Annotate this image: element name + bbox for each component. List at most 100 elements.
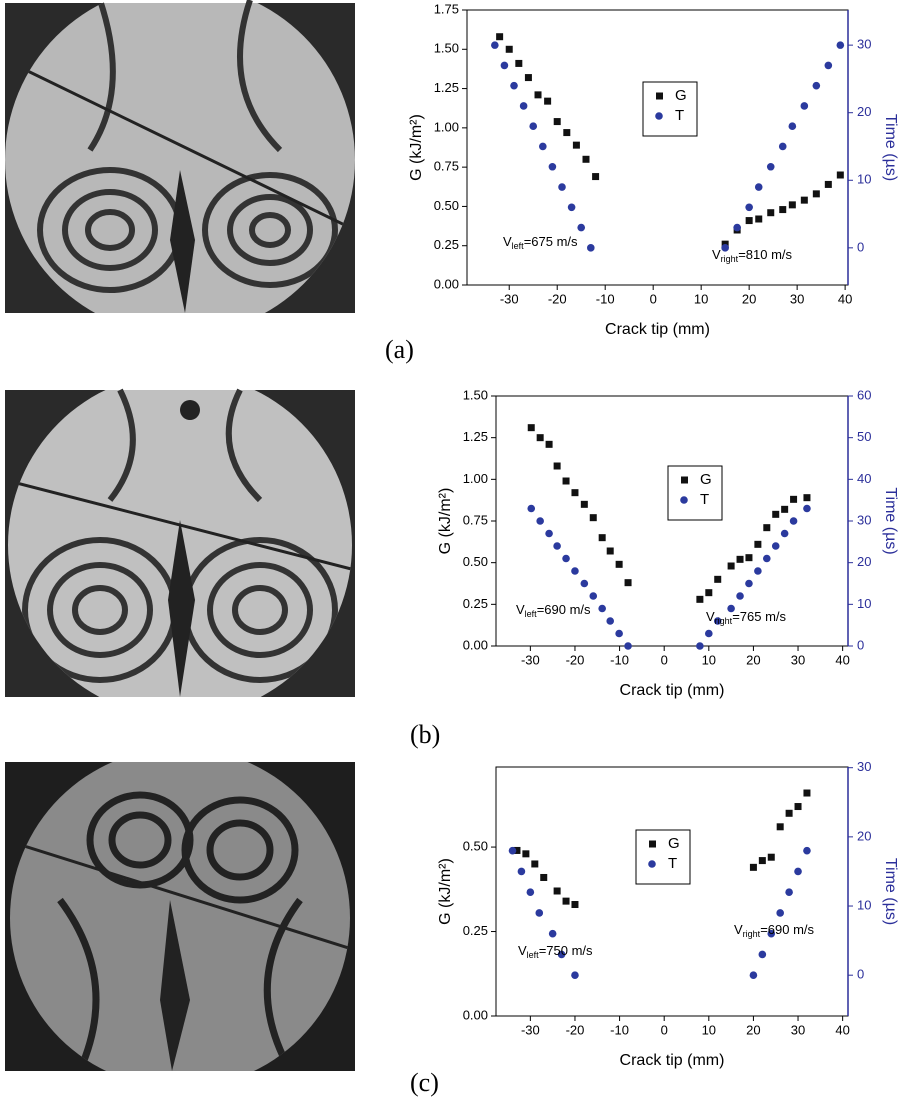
point xyxy=(544,97,552,105)
annotation-rest: =810 m/s xyxy=(738,247,792,262)
point xyxy=(721,244,729,252)
point xyxy=(745,554,753,562)
photo-b xyxy=(5,388,355,697)
point xyxy=(500,61,509,70)
point xyxy=(519,102,528,110)
y2-tick-label: 10 xyxy=(857,596,871,611)
point xyxy=(545,440,553,448)
point xyxy=(553,887,561,895)
point xyxy=(767,209,775,217)
panel-label: (a) xyxy=(385,335,414,364)
x-tick-label: -10 xyxy=(610,1022,629,1037)
x-tick-label: 30 xyxy=(790,291,804,306)
point xyxy=(577,223,586,232)
y-tick-label: 0.75 xyxy=(434,159,459,174)
y-tick-label: 0.50 xyxy=(463,554,488,569)
y-tick-label: 0.25 xyxy=(463,596,488,611)
point xyxy=(696,642,704,650)
point xyxy=(491,41,499,49)
y-axis-label: G (kJ/m²) xyxy=(408,114,425,181)
point xyxy=(526,888,535,896)
point xyxy=(572,141,580,149)
x-axis-label: Crack tip (mm) xyxy=(605,321,710,338)
x-tick-label: 0 xyxy=(661,652,668,667)
point xyxy=(615,629,623,638)
point xyxy=(836,171,844,179)
annotation: Vright=690 m/s xyxy=(734,922,815,939)
point xyxy=(548,929,557,938)
point xyxy=(524,74,532,82)
annotation-sub: right xyxy=(721,254,739,264)
annotation-v: V xyxy=(518,943,527,958)
legend-marker xyxy=(655,112,663,120)
annotation-rest: =765 m/s xyxy=(732,609,786,624)
x-tick-label: -20 xyxy=(548,291,567,306)
point xyxy=(824,180,832,188)
point xyxy=(624,642,632,650)
point xyxy=(745,217,753,225)
point xyxy=(736,592,744,600)
point xyxy=(563,129,571,137)
point xyxy=(606,547,614,555)
point xyxy=(580,500,588,508)
point xyxy=(589,514,597,522)
point xyxy=(562,897,570,905)
annotation-sub: left xyxy=(512,241,525,251)
point xyxy=(713,617,722,625)
point xyxy=(624,579,632,587)
y-tick-label: 1.00 xyxy=(463,471,488,486)
y2-tick-label: 20 xyxy=(857,104,871,119)
point xyxy=(536,517,544,525)
point xyxy=(790,495,798,503)
point xyxy=(767,853,775,861)
point xyxy=(803,789,811,797)
point xyxy=(763,524,771,532)
point xyxy=(803,504,811,513)
point xyxy=(780,529,789,538)
y2-tick-label: 30 xyxy=(857,759,871,774)
annotation-v: V xyxy=(516,602,525,617)
point xyxy=(767,929,776,938)
point xyxy=(788,122,797,131)
point xyxy=(558,183,566,191)
point xyxy=(788,201,796,209)
point xyxy=(758,857,766,865)
x-tick-label: 40 xyxy=(835,1022,849,1037)
point xyxy=(553,542,561,550)
y2-tick-label: 50 xyxy=(857,429,871,444)
point xyxy=(515,59,523,67)
point xyxy=(824,61,833,70)
panel-label: (b) xyxy=(410,720,440,749)
x-tick-label: 30 xyxy=(791,1022,805,1037)
y-tick-label: 1.25 xyxy=(434,80,459,95)
point xyxy=(785,809,793,817)
annotation-sub: left xyxy=(527,950,540,960)
point xyxy=(733,223,741,232)
point xyxy=(535,909,544,917)
legend-label: G xyxy=(668,835,680,852)
point xyxy=(589,592,598,600)
annotation-sub: right xyxy=(743,929,761,939)
point xyxy=(598,534,606,542)
point xyxy=(571,489,579,497)
point xyxy=(778,142,787,151)
y-tick-label: 1.00 xyxy=(434,119,459,134)
point xyxy=(615,560,623,568)
annotation-sub: right xyxy=(715,616,733,626)
y-tick-label: 0.50 xyxy=(463,839,488,854)
legend-marker xyxy=(648,860,656,868)
x-tick-label: 10 xyxy=(702,652,716,667)
point xyxy=(553,118,561,126)
point xyxy=(557,950,566,959)
point xyxy=(517,867,526,876)
x-tick-label: -10 xyxy=(596,291,615,306)
point xyxy=(536,434,544,442)
x-tick-label: 20 xyxy=(746,652,760,667)
y2-tick-label: 20 xyxy=(857,828,871,843)
annotation: Vleft=750 m/s xyxy=(518,943,593,960)
y-axis-label: G (kJ/m²) xyxy=(437,858,454,925)
x-tick-label: -30 xyxy=(521,652,540,667)
y-tick-label: 0.00 xyxy=(434,276,459,291)
point xyxy=(727,604,735,613)
y-tick-label: 0.25 xyxy=(434,237,459,252)
